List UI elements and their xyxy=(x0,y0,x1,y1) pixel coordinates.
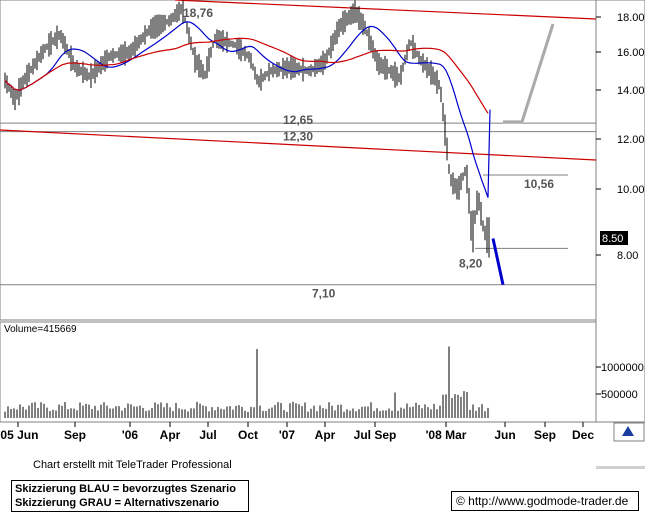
x-tick-label: Jul xyxy=(199,428,216,442)
credit-text: Chart erstellt mit TeleTrader Profession… xyxy=(33,459,232,471)
volume-label: Volume=415669 xyxy=(4,324,77,335)
legend-line-blue: Skizzierung BLAU = bevorzugtes Szenario xyxy=(15,483,236,495)
price-tick-label: 14.00 xyxy=(617,85,645,97)
price-tick-label: 8.00 xyxy=(617,250,638,262)
trend-line-upper xyxy=(174,0,597,20)
last-price-label: 8.50 xyxy=(602,233,623,245)
x-tick-label: Jun xyxy=(494,428,515,442)
x-tick-label: Dec xyxy=(572,428,594,442)
legend-line-gray: Skizzierung GRAU = Alternativszenario xyxy=(15,497,220,509)
price-tick-label: 10.00 xyxy=(617,184,645,196)
x-tick-label: Sep xyxy=(534,428,556,442)
x-tick-label: '08 Mar xyxy=(426,428,467,442)
chart-nav-icon xyxy=(622,426,634,436)
price-tick-label: 16.00 xyxy=(617,47,645,59)
scenario-blue-path xyxy=(491,238,505,286)
level-annotation: 10,56 xyxy=(524,177,554,191)
level-annotation: 7,10 xyxy=(312,287,336,301)
x-tick-label: Apr xyxy=(315,428,336,442)
x-tick-label: Jul Sep xyxy=(354,428,397,442)
axis-panel xyxy=(595,0,645,423)
price-tick-label: 12.00 xyxy=(617,134,645,146)
level-annotation: 12,65 xyxy=(283,113,313,127)
x-tick-label: '07 xyxy=(279,428,296,442)
trend-line-lower xyxy=(0,129,597,161)
level-annotation: 18,76 xyxy=(183,6,213,20)
volume-tick-label: 1000000 xyxy=(601,362,644,374)
last-price-tag xyxy=(600,231,628,245)
x-tick-label: Sep xyxy=(64,428,86,442)
scenario-gray-path xyxy=(503,23,555,124)
price-panel xyxy=(0,0,597,321)
level-annotation: 12,30 xyxy=(283,130,313,144)
moving-average-long-line xyxy=(4,37,489,114)
scenario-legend: Skizzierung BLAU = bevorzugtes Szenario … xyxy=(11,480,249,512)
scroll-indicator[interactable] xyxy=(596,466,645,469)
moving-average-short-line xyxy=(4,21,491,198)
x-tick-label: '06 xyxy=(122,428,139,442)
x-tick-label: '05 Jun xyxy=(0,428,38,442)
volume-panel xyxy=(0,321,597,423)
level-annotation: 8,20 xyxy=(459,256,483,270)
x-tick-label: Oct xyxy=(238,428,258,442)
x-tick-label: Apr xyxy=(160,428,181,442)
volume-tick-label: 500000 xyxy=(601,389,638,401)
copyright-link[interactable]: © http://www.godmode-trader.de xyxy=(451,491,639,511)
price-tick-label: 18.00 xyxy=(617,12,645,24)
